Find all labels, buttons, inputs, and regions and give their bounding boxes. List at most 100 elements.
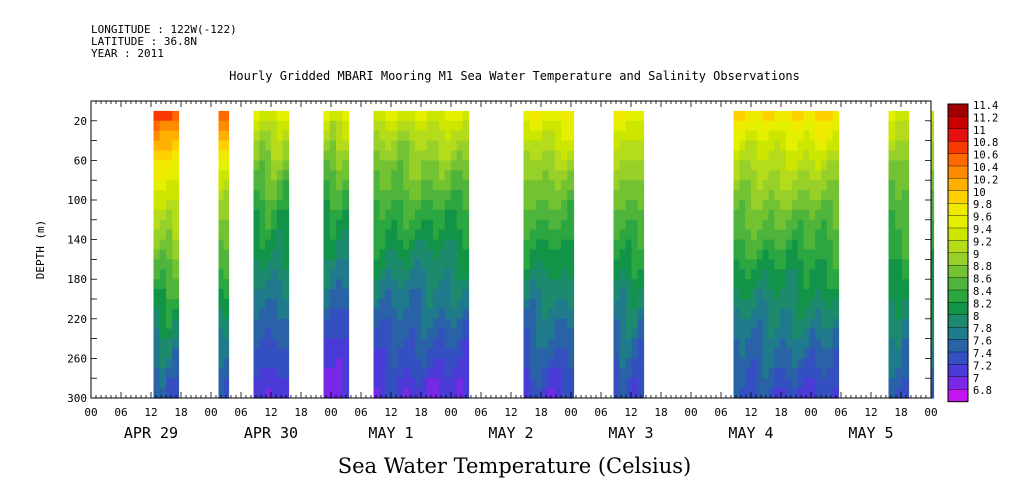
field-cell [826, 200, 834, 211]
field-cell [791, 150, 799, 161]
field-cell [523, 130, 531, 142]
field-cell [373, 209, 381, 221]
field-cell [809, 348, 816, 359]
field-cell [733, 378, 740, 389]
field-cell [631, 318, 639, 330]
field-cell [536, 328, 543, 340]
field-cell [797, 358, 805, 369]
field-cell [218, 269, 225, 280]
field-cell [567, 160, 575, 171]
field-cell [391, 249, 398, 260]
field-cell [637, 239, 645, 251]
field-cell [613, 209, 621, 221]
field-cell [554, 130, 562, 142]
field-cell [462, 338, 470, 350]
colorbar-swatch [947, 364, 969, 378]
colorbar-label: 7.4 [973, 348, 992, 360]
field-cell [403, 160, 410, 171]
field-cell [373, 348, 381, 359]
field-cell [323, 269, 331, 280]
field-cell [282, 308, 290, 320]
day-label: MAY 1 [368, 424, 413, 442]
field-cell [385, 170, 392, 181]
field-cell [797, 200, 805, 211]
field-cell [797, 219, 805, 231]
field-cell [832, 348, 840, 359]
field-cell [223, 200, 230, 211]
field-cell [336, 160, 343, 171]
field-cell [733, 388, 740, 399]
field-cell [888, 368, 896, 379]
field-cell [567, 219, 575, 231]
field-cell [265, 368, 272, 379]
field-cell [450, 338, 458, 350]
field-cell [529, 219, 537, 231]
field-cell [803, 120, 810, 132]
field-cell [931, 160, 935, 171]
field-cell [821, 388, 828, 399]
field-cell [432, 358, 440, 369]
field-cell [826, 269, 834, 280]
field-cell [153, 140, 161, 152]
field-cell [253, 180, 260, 191]
field-cell [826, 170, 834, 181]
field-cell [403, 190, 410, 201]
field-cell [774, 130, 781, 142]
field-cell [172, 150, 180, 161]
field-cell [739, 259, 746, 270]
field-cell [826, 348, 834, 359]
field-cell [791, 388, 799, 399]
field-cell [379, 348, 386, 359]
field-cell [631, 338, 639, 350]
field-cell [536, 140, 543, 152]
field-cell [379, 338, 386, 350]
field-cell [450, 279, 458, 290]
colorbar-label: 9.4 [973, 224, 992, 236]
field-cell [751, 140, 758, 152]
colorbar-label: 7 [973, 373, 979, 385]
field-cell [888, 209, 896, 221]
field-cell [797, 259, 805, 270]
field-cell [329, 110, 337, 122]
field-cell [153, 259, 161, 270]
field-cell [619, 239, 627, 251]
field-cell [931, 259, 935, 270]
field-cell [421, 150, 428, 161]
field-cell [342, 209, 350, 221]
field-cell [172, 180, 180, 191]
field-cell [462, 358, 470, 369]
field-cell [336, 358, 343, 369]
field-cell [265, 130, 272, 142]
field-cell [421, 170, 428, 181]
field-cell [403, 219, 410, 231]
field-cell [815, 318, 822, 330]
field-cell [536, 219, 543, 231]
field-cell [895, 150, 903, 161]
field-cell [456, 190, 464, 201]
field-cell [329, 358, 337, 369]
field-cell [426, 200, 434, 211]
field-cell [762, 318, 770, 330]
field-cell [774, 170, 781, 181]
field-cell [739, 140, 746, 152]
field-cell [756, 338, 764, 350]
field-cell [456, 229, 464, 241]
day-label: MAY 2 [488, 424, 533, 442]
field-cell [895, 289, 903, 300]
field-cell [391, 110, 398, 122]
field-cell [739, 388, 746, 399]
field-cell [613, 140, 621, 152]
field-cell [548, 299, 556, 310]
field-cell [166, 328, 173, 340]
field-cell [336, 269, 343, 280]
field-cell [271, 160, 278, 171]
field-cell [821, 180, 828, 191]
field-cell [391, 358, 398, 369]
field-cell [397, 209, 404, 221]
field-cell [529, 388, 537, 399]
field-cell [153, 219, 161, 231]
field-cell [768, 249, 775, 260]
field-cell [619, 308, 627, 320]
field-cell [276, 368, 284, 379]
